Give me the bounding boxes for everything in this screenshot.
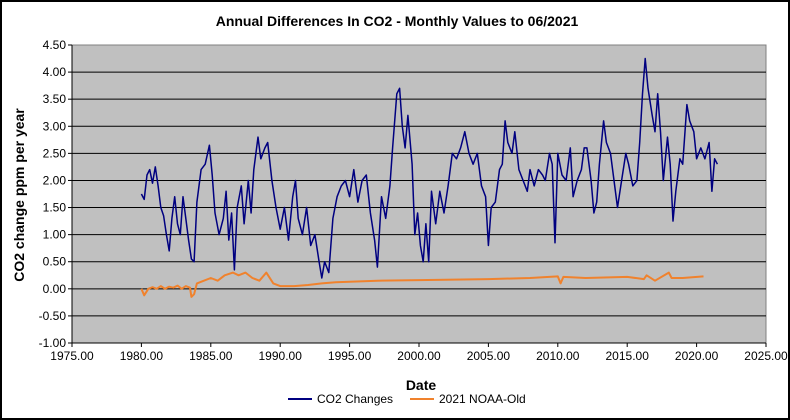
y-tick-label: 4.50 <box>43 38 67 52</box>
x-tick-label: 1990.00 <box>259 349 303 363</box>
x-tick-label: 1975.00 <box>50 349 94 363</box>
x-tick-label: 2015.00 <box>606 349 650 363</box>
x-tick-label: 2010.00 <box>536 349 580 363</box>
legend-label-co2-changes: CO2 Changes <box>317 392 393 406</box>
series-line-noaa-old <box>140 271 704 298</box>
y-tick-label: -1.00 <box>39 336 67 350</box>
y-tick-label: 0.50 <box>43 255 67 269</box>
x-tick-label: 2020.00 <box>675 349 719 363</box>
chart-title: Annual Differences In CO2 - Monthly Valu… <box>216 13 579 29</box>
x-tick-label: 1995.00 <box>328 349 372 363</box>
y-tick-label: 0.00 <box>43 282 67 296</box>
x-tick-label: 2025.00 <box>744 349 788 363</box>
legend: CO2 Changes 2021 NOAA-Old <box>288 392 526 406</box>
y-tick-label: 4.00 <box>43 65 67 79</box>
y-tick-label: 3.00 <box>43 119 67 133</box>
y-tick-label: 2.50 <box>43 146 67 160</box>
y-tick-label: 2.00 <box>43 173 67 187</box>
series-line-co2-changes <box>140 57 719 279</box>
y-tick-label: 3.50 <box>43 92 67 106</box>
y-tick-label: -0.50 <box>39 309 67 323</box>
x-tick-label: 1985.00 <box>189 349 233 363</box>
y-tick-label: 1.50 <box>43 201 67 215</box>
plot-area <box>71 44 767 344</box>
legend-label-noaa-old: 2021 NOAA-Old <box>439 392 526 406</box>
y-tick-label: 1.00 <box>43 228 67 242</box>
x-tick-label: 1980.00 <box>120 349 164 363</box>
x-tick-label: 2005.00 <box>467 349 511 363</box>
y-axis-label: CO2 change ppm per year <box>11 108 27 282</box>
x-tick-label: 2000.00 <box>397 349 441 363</box>
x-axis-label: Date <box>406 377 437 393</box>
